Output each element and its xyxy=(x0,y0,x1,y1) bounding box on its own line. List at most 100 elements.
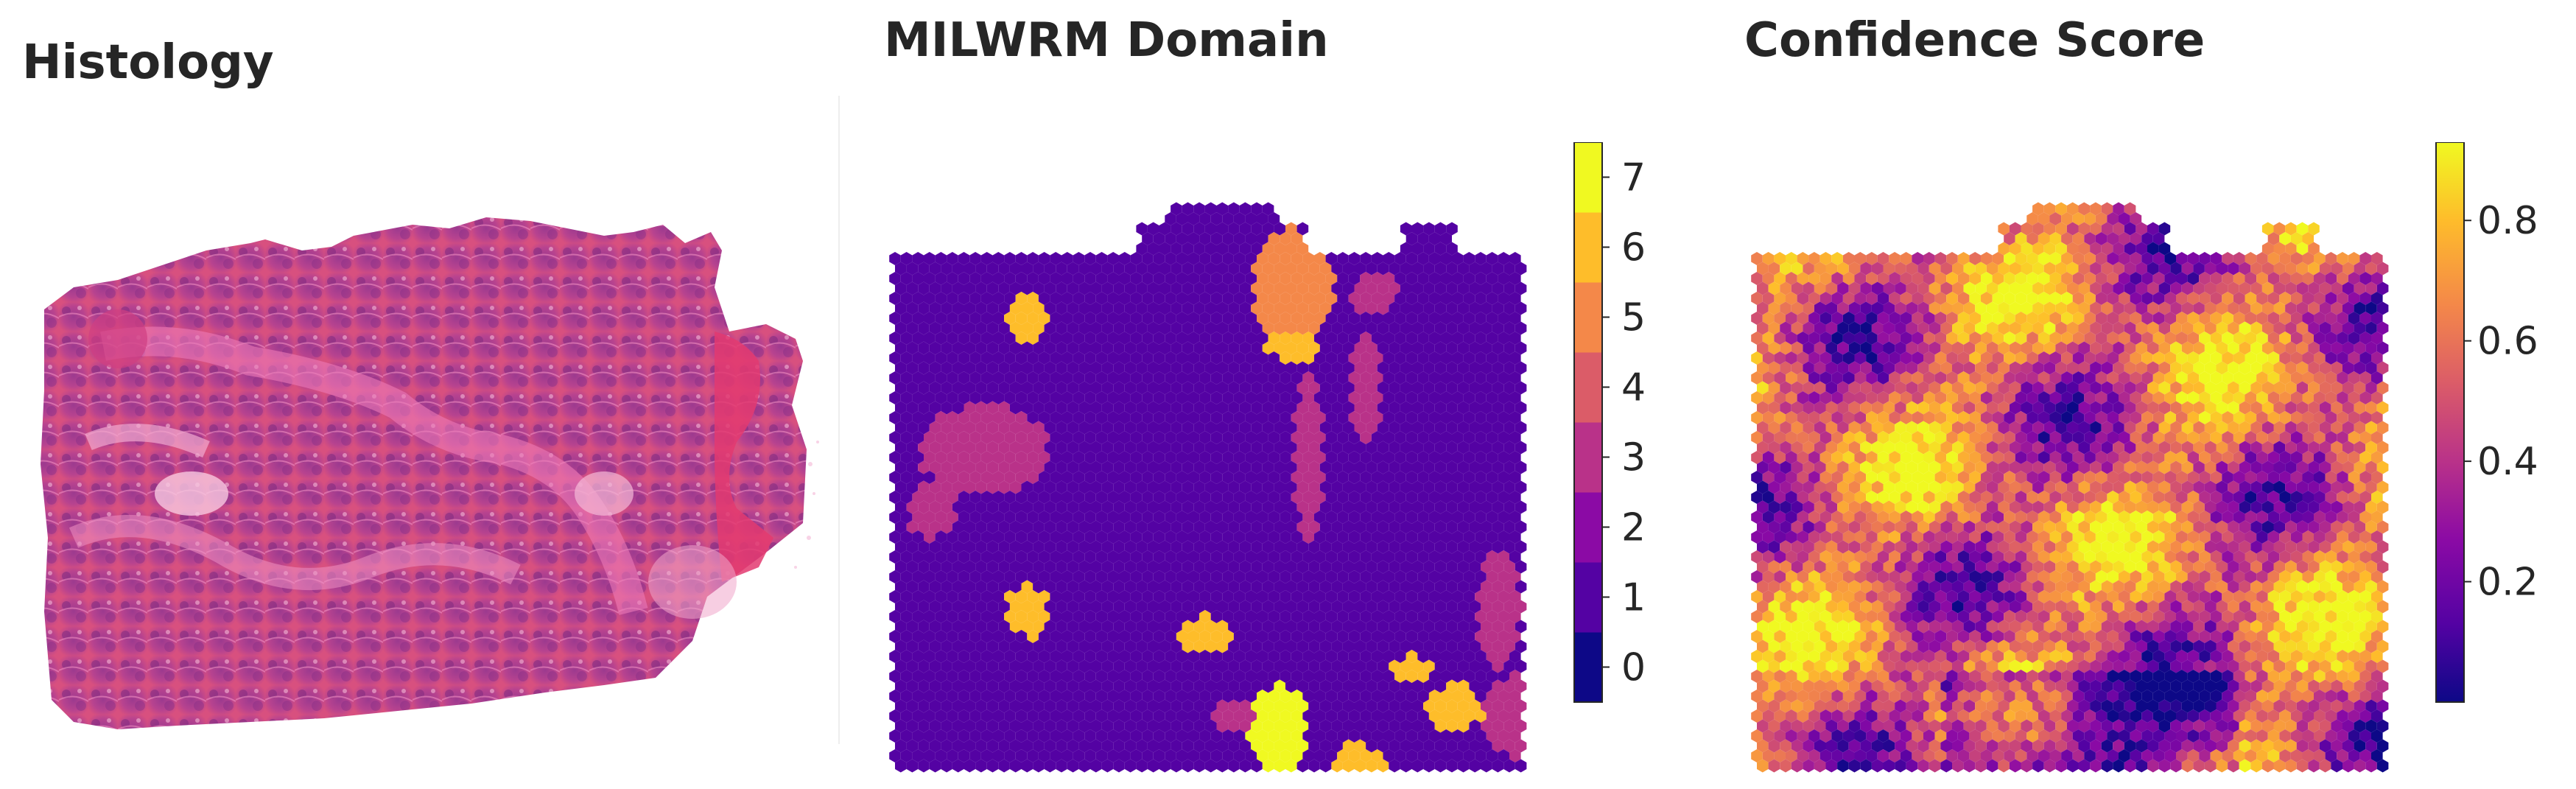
confidence-hex xyxy=(2193,520,2205,534)
confidence-hex xyxy=(2130,312,2142,325)
domain-hex xyxy=(1274,341,1285,355)
domain-hex xyxy=(1348,371,1361,385)
confidence-hex xyxy=(2061,391,2073,404)
confidence-hex xyxy=(2107,511,2119,524)
domain-hex xyxy=(1302,630,1314,643)
domain-hex xyxy=(1107,709,1119,723)
domain-hex xyxy=(1342,620,1355,634)
domain-hex xyxy=(1411,639,1424,653)
confidence-hex xyxy=(1889,590,1901,603)
confidence-hex xyxy=(2066,520,2079,534)
domain-hex xyxy=(1228,560,1240,574)
confidence-hex xyxy=(1774,491,1786,504)
domain-hex xyxy=(1280,351,1291,365)
domain-hex xyxy=(1262,242,1274,256)
domain-hex xyxy=(924,570,936,583)
domain-hex xyxy=(958,630,970,643)
domain-hex xyxy=(969,431,981,444)
domain-hex xyxy=(1337,550,1349,564)
confidence-hex xyxy=(1848,421,1861,435)
domain-hex xyxy=(1440,650,1452,663)
confidence-hex xyxy=(1969,252,1981,265)
domain-hex xyxy=(895,560,907,574)
domain-hex xyxy=(1095,670,1108,683)
confidence-hex xyxy=(2290,391,2303,404)
confidence-hex xyxy=(2228,321,2239,335)
confidence-hex xyxy=(2164,391,2176,404)
domain-hex xyxy=(1021,540,1033,554)
confidence-hex xyxy=(2004,371,2015,385)
confidence-hex xyxy=(1831,511,1843,524)
confidence-hex xyxy=(2119,570,2130,583)
confidence-hex xyxy=(2072,252,2085,265)
confidence-hex xyxy=(1883,381,1895,395)
confidence-hex xyxy=(2319,540,2331,554)
confidence-hex xyxy=(2004,232,2015,245)
domain-hex xyxy=(918,600,930,614)
domain-hex xyxy=(1481,679,1492,693)
confidence-hex xyxy=(2204,341,2217,355)
confidence-hex xyxy=(1768,262,1780,276)
confidence-hex xyxy=(2124,401,2136,415)
domain-hex xyxy=(1056,759,1067,773)
domain-hex xyxy=(1503,699,1515,713)
confidence-hex xyxy=(2015,252,2027,265)
domain-hex xyxy=(1239,421,1252,435)
domain-hex xyxy=(1015,431,1028,444)
domain-hex xyxy=(1257,650,1268,663)
confidence-hex xyxy=(1751,371,1763,385)
confidence-hex xyxy=(2061,431,2073,444)
domain-hex xyxy=(969,272,981,285)
domain-hex xyxy=(1337,451,1349,464)
confidence-hex xyxy=(2049,411,2062,424)
domain-hex xyxy=(964,441,976,455)
domain-hex xyxy=(1182,361,1194,375)
domain-hex xyxy=(1503,560,1515,574)
domain-hex xyxy=(1165,292,1176,305)
domain-hex xyxy=(1153,610,1165,623)
domain-hex xyxy=(1095,371,1108,385)
confidence-hex xyxy=(1871,580,1884,594)
confidence-hex xyxy=(2348,491,2360,504)
domain-hex xyxy=(1331,739,1343,753)
domain-hex xyxy=(1067,480,1079,494)
domain-hex xyxy=(1411,222,1424,236)
domain-hex-grid xyxy=(889,202,1527,773)
confidence-hex xyxy=(2376,520,2389,534)
domain-hex xyxy=(998,301,1010,315)
confidence-hex xyxy=(1946,391,1958,404)
domain-hex xyxy=(1124,500,1137,514)
domain-hex xyxy=(1291,451,1303,464)
confidence-hex xyxy=(2273,580,2286,594)
confidence-hex xyxy=(2314,570,2326,583)
confidence-hex xyxy=(1860,520,1872,534)
confidence-hex xyxy=(1895,401,1906,415)
domain-hex xyxy=(1285,580,1297,594)
domain-hex xyxy=(1366,281,1378,295)
domain-hex xyxy=(1440,511,1452,524)
confidence-hex xyxy=(2187,332,2200,345)
domain-hex xyxy=(1405,630,1418,643)
confidence-hex xyxy=(2124,480,2136,494)
domain-hex xyxy=(1199,431,1211,444)
domain-hex xyxy=(1342,401,1355,415)
confidence-hex xyxy=(1762,550,1775,564)
domain-hex xyxy=(918,719,930,733)
confidence-hex xyxy=(2021,540,2033,554)
domain-hex xyxy=(1124,639,1137,653)
domain-hex xyxy=(1337,272,1349,285)
domain-hex xyxy=(1274,321,1285,335)
confidence-hex xyxy=(2124,361,2136,375)
domain-hex xyxy=(1101,301,1114,315)
domain-hex xyxy=(889,431,901,444)
domain-hex xyxy=(1417,670,1429,683)
confidence-hex xyxy=(1762,292,1775,305)
domain-hex xyxy=(1171,699,1182,713)
confidence-hex xyxy=(1912,312,1923,325)
domain-hex xyxy=(1354,262,1366,276)
confidence-hex xyxy=(2095,391,2108,404)
domain-hex xyxy=(1136,401,1148,415)
domain-hex xyxy=(980,550,993,564)
domain-hex xyxy=(958,471,970,484)
domain-hex xyxy=(1452,431,1464,444)
